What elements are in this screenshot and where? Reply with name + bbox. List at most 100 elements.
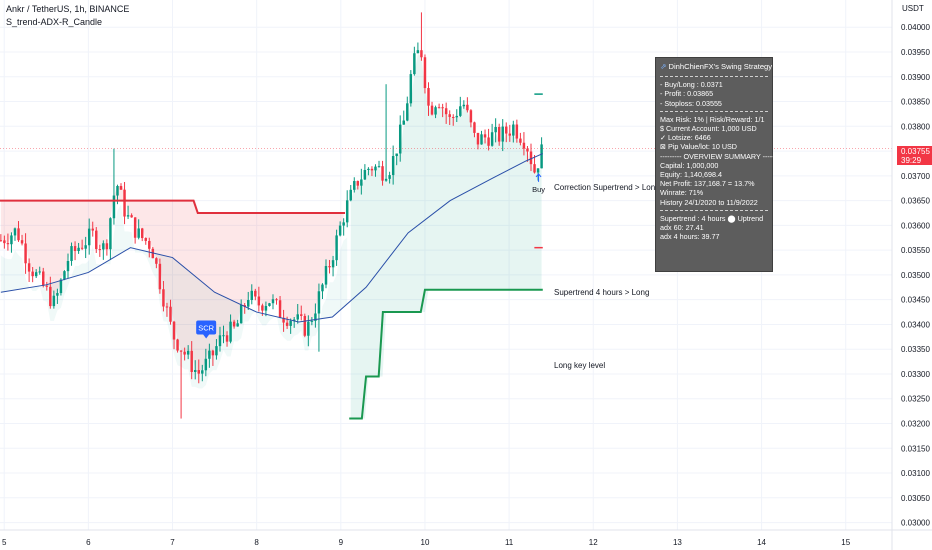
correction-supertrend-label: Correction Supertrend > Long: [554, 183, 660, 192]
candle-body: [441, 107, 444, 109]
candle-body: [512, 124, 515, 136]
candle-body: [87, 228, 91, 246]
candle-body: [70, 246, 73, 261]
candle-body: [49, 286, 52, 307]
candle-body: [20, 240, 24, 244]
candle-body: [282, 317, 285, 323]
candle-body: [314, 313, 317, 321]
panel-stoploss: - Stoploss: 0.03555: [660, 98, 722, 108]
candle-body: [321, 284, 324, 292]
chart-grid: [0, 0, 892, 530]
candle-body: [526, 148, 529, 152]
candle-body: [52, 295, 56, 307]
candle-body: [466, 104, 469, 111]
candle-body: [473, 122, 476, 133]
candle-body: [34, 272, 38, 277]
candle-body: [243, 305, 246, 307]
panel-lotsize: ✓ Lotsize: 6466: [660, 133, 711, 143]
panel-account: $ Current Account: 1,000 USD: [660, 124, 757, 134]
candle-body: [80, 247, 84, 249]
candle-body: [264, 305, 268, 311]
symbol-title[interactable]: Ankr / TetherUS, 1h, BINANCE: [6, 4, 130, 14]
candle-body: [91, 228, 94, 231]
candle-body: [331, 260, 335, 268]
candle-body: [215, 346, 218, 356]
price-tick-label: 0.03950: [901, 48, 930, 57]
price-tick-label: 0.03000: [901, 519, 930, 528]
candle-body: [381, 166, 384, 181]
time-tick-label: 5: [2, 538, 7, 547]
supertrend-4h-line: [349, 288, 543, 420]
candle-body: [462, 104, 466, 107]
candle-body: [328, 266, 331, 268]
candle-body: [158, 263, 162, 290]
price-axis[interactable]: 0.04000 0.03950 0.03900 0.03850 0.03800 0.037…: [891, 0, 930, 550]
candle-body: [345, 200, 349, 223]
panel-title: DinhChienFX's Swing Strategy: [668, 62, 773, 71]
candle-body: [285, 322, 289, 326]
current-price-value: 0.03755: [901, 147, 930, 156]
time-axis[interactable]: 5 6 7 8 9 10 11 12 13 14 15: [0, 529, 932, 547]
time-tick-label: 12: [589, 538, 598, 547]
short-trend-fill: [0, 186, 344, 371]
panel-profit: - Profit : 0.03865: [660, 89, 714, 99]
current-price-tag: 0.03755 39:29: [897, 146, 932, 165]
candle-body: [335, 235, 338, 261]
panel-risk: Max Risk: 1% | Risk/Reward: 1/1: [660, 114, 765, 124]
indicator-title[interactable]: S_trend-ADX-R_Candle: [6, 17, 103, 27]
candle-body: [275, 299, 278, 301]
candle-body: [494, 126, 497, 133]
candle-body: [310, 320, 314, 322]
candle-body: [17, 228, 20, 241]
candle-body: [317, 291, 321, 314]
price-tick-label: 0.03050: [901, 494, 930, 503]
candle-body: [342, 222, 345, 226]
candle-body: [130, 215, 133, 218]
candle-body: [236, 323, 239, 327]
candle-body: [536, 168, 540, 173]
candle-body: [515, 124, 519, 139]
candle-body: [201, 370, 204, 374]
price-unit-label: USDT: [902, 4, 924, 13]
candle-body: [10, 235, 13, 245]
candle-body: [296, 314, 299, 320]
candle-body: [193, 370, 197, 372]
signal-markers: SCR Buy: [196, 173, 545, 339]
long-key-level-label: Long key level: [554, 361, 606, 370]
candle-body: [451, 116, 455, 118]
candle-body: [324, 266, 328, 285]
panel-divider: [660, 209, 768, 211]
price-tick-label: 0.03200: [901, 420, 930, 429]
candle-body: [505, 126, 508, 134]
candle-body: [102, 243, 105, 250]
candle-body: [391, 156, 395, 176]
candle-body: [179, 350, 183, 352]
candle-body: [353, 181, 356, 190]
candle-body: [254, 290, 257, 297]
strategy-info-panel: ⇗ DinhChienFX's Swing Strategy - Buy/Lon…: [655, 57, 784, 272]
candle-body: [420, 50, 423, 58]
candle-body: [218, 335, 222, 347]
candle-body: [239, 305, 243, 324]
candle-body: [370, 168, 374, 171]
candle-body: [374, 166, 377, 171]
candle-body: [413, 53, 416, 75]
candle-body: [222, 335, 225, 337]
candle-body: [144, 238, 147, 241]
panel-divider: [660, 76, 768, 78]
candle-body: [303, 315, 307, 336]
candle-body: [155, 258, 158, 264]
candle-body: [278, 300, 282, 318]
candle-body: [229, 321, 232, 342]
price-tick-label: 0.03850: [901, 98, 930, 107]
candle-body: [522, 142, 526, 149]
candle-body: [519, 138, 522, 143]
panel-supertrend: Supertrend : 4 hours ⬤ Uptrend: [660, 213, 764, 223]
candle-body: [360, 179, 363, 186]
price-tick-label: 0.03900: [901, 73, 930, 82]
price-tick-label: 0.03300: [901, 370, 930, 379]
candle-body: [487, 137, 490, 146]
rocket-icon: ⇗: [660, 62, 669, 71]
panel-net-profit: Net Profit: 137,168.7 = 13.7%: [660, 179, 755, 189]
